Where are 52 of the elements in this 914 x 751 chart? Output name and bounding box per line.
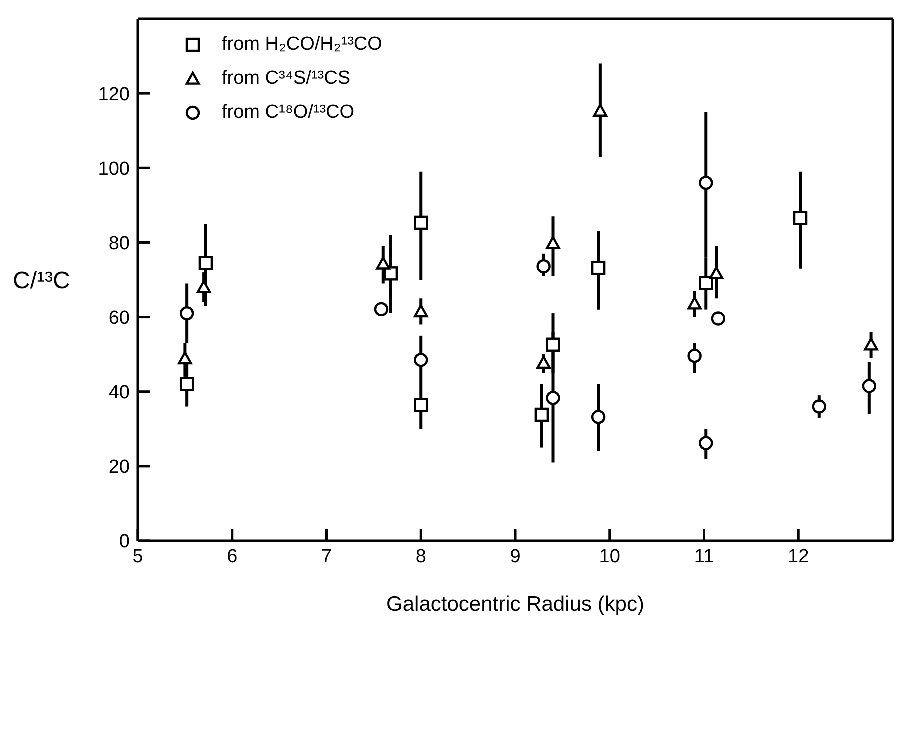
point: [699, 436, 714, 450]
point: [414, 398, 428, 412]
point: [546, 338, 560, 352]
point: [711, 312, 726, 326]
y-tick-label: 60: [108, 308, 130, 330]
point: [864, 338, 878, 351]
point: [688, 296, 702, 310]
point: [536, 356, 551, 370]
point: [178, 352, 192, 365]
point: [414, 304, 428, 318]
point: [546, 391, 560, 406]
x-tick-label: 5: [132, 546, 144, 568]
legend-label: from C³⁴S/¹³CS: [222, 67, 350, 91]
point: [793, 211, 808, 226]
point: [414, 216, 428, 230]
point: [862, 379, 877, 394]
y-tick-label: 0: [119, 532, 130, 553]
point: [546, 236, 560, 250]
point: [591, 410, 606, 424]
point: [198, 256, 214, 270]
x-tick-label: 8: [416, 546, 426, 568]
point: [591, 260, 606, 276]
x-tick-label: 11: [694, 546, 714, 568]
y-tick-label: 120: [98, 84, 130, 106]
point: [688, 348, 702, 364]
point: [196, 280, 212, 294]
x-tick-label: 12: [788, 546, 810, 568]
y-tick-label: 80: [108, 233, 130, 254]
x-tick-label: 6: [227, 546, 238, 568]
point: [536, 259, 551, 274]
point: [699, 176, 714, 190]
y-tick-label: 40: [108, 382, 130, 404]
point: [699, 276, 714, 290]
point: [376, 256, 390, 270]
point: [180, 306, 194, 321]
point: [709, 266, 724, 280]
x-tick-label: 9: [510, 546, 521, 568]
point: [593, 104, 608, 117]
point: [534, 408, 550, 422]
point: [414, 353, 428, 368]
legend-label: from C¹⁸O/¹³CO: [222, 101, 355, 125]
x-tick-label: 7: [321, 546, 332, 568]
point: [180, 377, 194, 392]
y-axis-title: C/¹³C: [13, 268, 70, 295]
legend-label: from H₂CO/H₂¹³CO: [222, 33, 382, 57]
x-axis-title: Galactocentric Radius (kpc): [386, 593, 644, 616]
point: [384, 266, 398, 281]
point: [812, 400, 826, 414]
point: [374, 302, 389, 317]
x-tick-label: 10: [599, 546, 620, 568]
y-tick-label: 100: [98, 158, 130, 180]
y-tick-label: 20: [108, 457, 130, 478]
